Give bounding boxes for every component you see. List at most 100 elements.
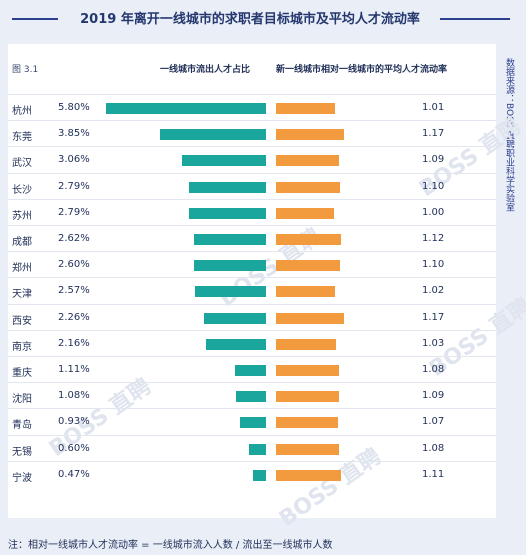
city-label: 青岛 (12, 420, 32, 432)
city-label: 无锡 (12, 446, 32, 458)
share-value-label: 0.47% (58, 468, 90, 480)
city-label: 杭州 (12, 106, 32, 117)
share-bar (253, 469, 266, 481)
title-divider-right (440, 18, 510, 20)
table-row: 苏州 2.79% 1.00 (8, 198, 496, 226)
ratio-value-label: 1.09 (422, 154, 445, 166)
ratio-bar (276, 129, 344, 141)
share-bar (194, 260, 266, 272)
city-label: 苏州 (12, 210, 32, 222)
ratio-bar (276, 391, 340, 403)
table-row: 杭州 5.80% 1.01 (8, 94, 496, 121)
share-bar (195, 286, 266, 298)
share-bar (236, 391, 266, 403)
ratio-bar (276, 365, 339, 376)
share-value-label: 1.11% (58, 364, 90, 375)
chart-title: 2019 年离开一线城市的求职者目标城市及平均人才流动率 (80, 12, 420, 27)
title-bar: 2019 年离开一线城市的求职者目标城市及平均人才流动率 (0, 8, 526, 30)
city-label: 南京 (12, 341, 32, 353)
footnote: 注：相对一线城市人才流动率 = 一线城市流入人数 / 流出至一线城市人数 (8, 540, 333, 551)
share-bar (249, 443, 266, 455)
header-share: 一线城市流出人才占比 (160, 65, 251, 75)
header-ratio: 新一线城市相对一线城市的平均人才流动率 (276, 65, 448, 75)
table-row: 重庆 1.11% 1.08 (8, 356, 496, 383)
city-label: 东莞 (12, 132, 32, 144)
city-label: 天津 (12, 289, 32, 301)
city-label: 重庆 (12, 368, 32, 379)
city-label: 武汉 (12, 158, 32, 170)
share-bar (193, 234, 266, 245)
share-value-label: 5.80% (58, 102, 90, 113)
title-divider-left (12, 18, 58, 20)
ratio-value-label: 1.17 (422, 311, 445, 323)
table-row: 无锡 0.60% 1.08 (8, 434, 496, 462)
share-value-label: 2.60% (58, 259, 90, 271)
share-bar (189, 181, 266, 193)
table-row: 长沙 2.79% 1.10 (8, 172, 496, 200)
ratio-value-label: 1.08 (422, 364, 445, 375)
ratio-bar (276, 234, 342, 245)
share-value-label: 3.85% (58, 128, 90, 140)
ratio-value-label: 1.11 (422, 468, 445, 480)
table-row: 成都 2.62% 1.12 (8, 225, 496, 252)
city-label: 宁波 (12, 472, 32, 484)
ratio-value-label: 1.03 (422, 337, 445, 349)
ratio-value-label: 1.07 (422, 416, 445, 428)
share-value-label: 2.26% (58, 311, 90, 323)
ratio-value-label: 1.10 (422, 259, 445, 271)
ratio-value-label: 1.10 (422, 180, 445, 192)
city-label: 成都 (12, 237, 32, 248)
share-bar (181, 155, 266, 167)
ratio-bar (276, 417, 339, 429)
source-note: 数据来源：BOSS 直聘职业科学实验室 (504, 58, 514, 212)
ratio-value-label: 1.09 (422, 390, 445, 402)
ratio-bar (276, 286, 336, 298)
share-value-label: 3.06% (58, 154, 90, 166)
ratio-bar (276, 312, 344, 324)
ratio-bar (276, 260, 340, 272)
table-row: 天津 2.57% 1.02 (8, 277, 496, 304)
table-row: 南京 2.16% 1.03 (8, 329, 496, 357)
share-bar (203, 312, 266, 324)
table-row: 青岛 0.93% 1.07 (8, 408, 496, 435)
table-row: 武汉 3.06% 1.09 (8, 146, 496, 173)
city-label: 郑州 (12, 263, 32, 275)
share-bar (206, 338, 266, 350)
share-value-label: 2.79% (58, 206, 90, 218)
ratio-bar (276, 207, 335, 219)
city-label: 西安 (12, 315, 32, 327)
share-bar (106, 103, 266, 114)
ratio-value-label: 1.00 (422, 206, 445, 218)
city-label: 长沙 (12, 184, 32, 196)
ratio-value-label: 1.17 (422, 128, 445, 140)
share-value-label: 2.16% (58, 337, 90, 349)
share-bar (240, 417, 266, 429)
share-value-label: 2.79% (58, 180, 90, 192)
ratio-bar (276, 469, 341, 481)
table-row: 郑州 2.60% 1.10 (8, 251, 496, 278)
share-value-label: 0.60% (58, 442, 90, 454)
share-bar (235, 365, 266, 376)
chart-panel (8, 44, 496, 518)
ratio-bar (276, 155, 340, 167)
table-row: 西安 2.26% 1.17 (8, 303, 496, 331)
ratio-bar (276, 338, 336, 350)
ratio-bar (276, 443, 339, 455)
ratio-value-label: 1.01 (422, 102, 445, 113)
share-value-label: 1.08% (58, 390, 90, 402)
ratio-value-label: 1.02 (422, 285, 445, 297)
city-label: 沈阳 (12, 394, 32, 406)
ratio-value-label: 1.12 (422, 233, 445, 244)
share-value-label: 2.57% (58, 285, 90, 297)
figure-label: 图 3.1 (12, 65, 39, 75)
ratio-bar (276, 103, 335, 114)
share-value-label: 2.62% (58, 233, 90, 244)
ratio-value-label: 1.08 (422, 442, 445, 454)
share-bar (189, 207, 266, 219)
table-row: 东莞 3.85% 1.17 (8, 120, 496, 147)
share-bar (159, 129, 266, 141)
share-value-label: 0.93% (58, 416, 90, 428)
table-row: 宁波 0.47% 1.11 (8, 460, 496, 488)
ratio-bar (276, 181, 340, 193)
table-row: 沈阳 1.08% 1.09 (8, 382, 496, 409)
